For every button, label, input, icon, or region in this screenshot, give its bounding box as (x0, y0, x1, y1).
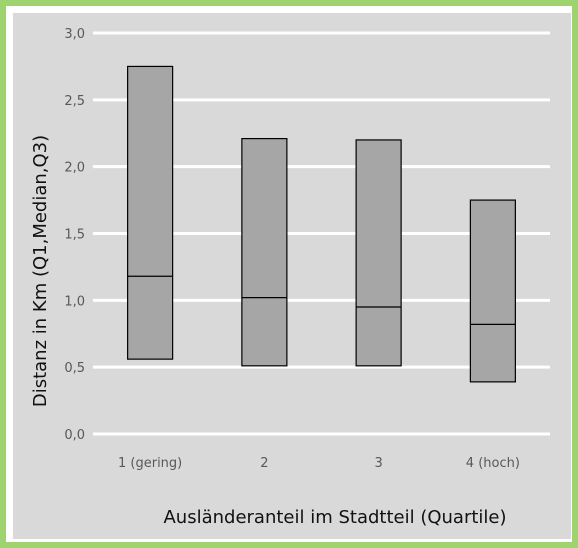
x-axis-title: Ausländeranteil im Stadtteil (Quartile) (163, 507, 506, 528)
x-tick-label: 1 (gering) (118, 456, 182, 471)
y-tick-label: 3,0 (64, 27, 85, 42)
x-tick-label: 2 (260, 456, 268, 471)
box-q1-q3 (127, 65, 174, 360)
box-q1-q3 (355, 139, 402, 367)
box-q1-q3 (469, 199, 516, 383)
x-tick-labels: 1 (gering) 2 3 4 (hoch) (118, 456, 520, 471)
boxes (127, 65, 516, 383)
y-tick-label: 1,0 (64, 294, 85, 309)
y-tick-label: 1,5 (64, 228, 85, 243)
x-tick-label: 4 (hoch) (466, 456, 520, 471)
y-tick-label: 2,0 (64, 161, 85, 176)
y-tick-labels: 0,0 0,5 1,0 1,5 2,0 2,5 3,0 (64, 27, 85, 443)
y-axis-title: Distanz in Km (Q1,Median,Q3) (30, 135, 51, 407)
y-tick-label: 2,5 (64, 94, 85, 109)
y-tick-label: 0,0 (64, 428, 85, 443)
box-q1-q3 (241, 137, 288, 367)
x-tick-label: 3 (374, 456, 382, 471)
y-tick-label: 0,5 (64, 361, 85, 376)
